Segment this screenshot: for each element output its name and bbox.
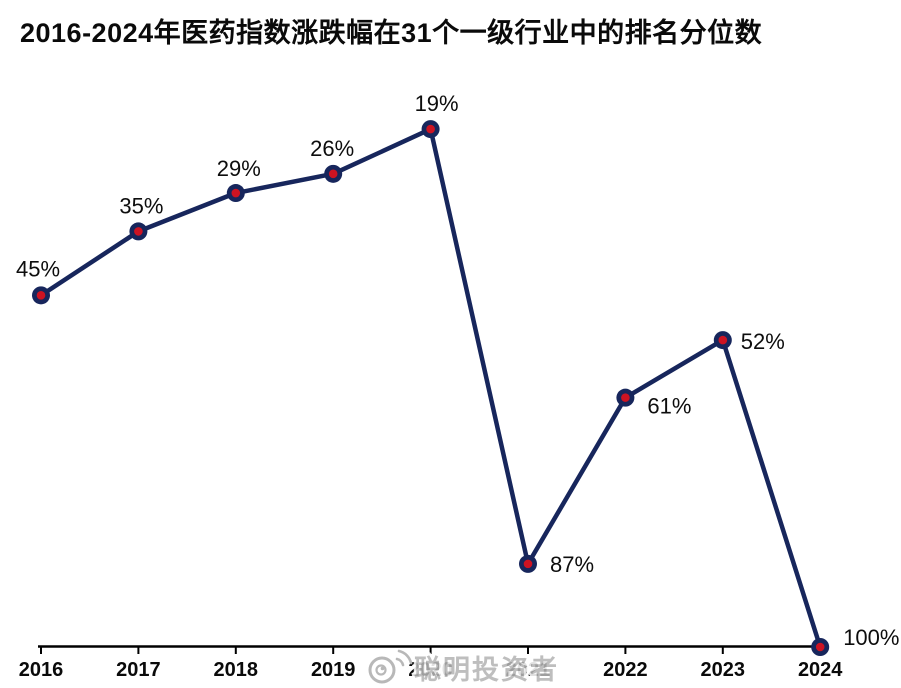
chart-title: 2016-2024年医药指数涨跌幅在31个一级行业中的排名分位数 [20,18,763,48]
data-point [426,124,435,134]
data-point [328,169,338,179]
data-label: 61% [647,394,691,419]
data-point [523,559,533,569]
data-label: 100% [843,625,899,650]
data-point [621,393,630,402]
data-point [36,291,46,300]
weibo-icon-swirl [375,664,387,676]
x-axis-label-2018: 2018 [214,659,259,681]
weibo-icon-wave-small [395,657,405,667]
x-axis-label-2022: 2022 [603,659,648,681]
watermark: 聪明投资者 [368,649,560,688]
data-label: 87% [550,552,594,577]
x-axis-label-2020: 2020 [408,659,453,681]
data-label: 35% [119,193,163,218]
data-label: 52% [741,329,785,354]
x-axis-label-2023: 2023 [701,659,746,681]
weibo-icon-wave-large [397,649,413,665]
x-axis-label-2021: 2021 [506,659,551,681]
data-label: 19% [415,91,459,116]
x-axis-label-2017: 2017 [116,659,161,681]
data-point [718,335,728,345]
x-axis-label-2019: 2019 [311,659,356,681]
data-label: 29% [217,156,261,181]
data-point [134,227,143,236]
weibo-icon-dot [380,666,385,671]
x-axis-label-2024: 2024 [798,659,843,681]
data-point [231,188,241,198]
data-label: 45% [16,256,60,281]
data-point [815,642,825,652]
watermark-text: 聪明投资者 [414,655,559,685]
x-axis-label-2016: 2016 [19,659,64,681]
data-label: 26% [310,136,354,161]
